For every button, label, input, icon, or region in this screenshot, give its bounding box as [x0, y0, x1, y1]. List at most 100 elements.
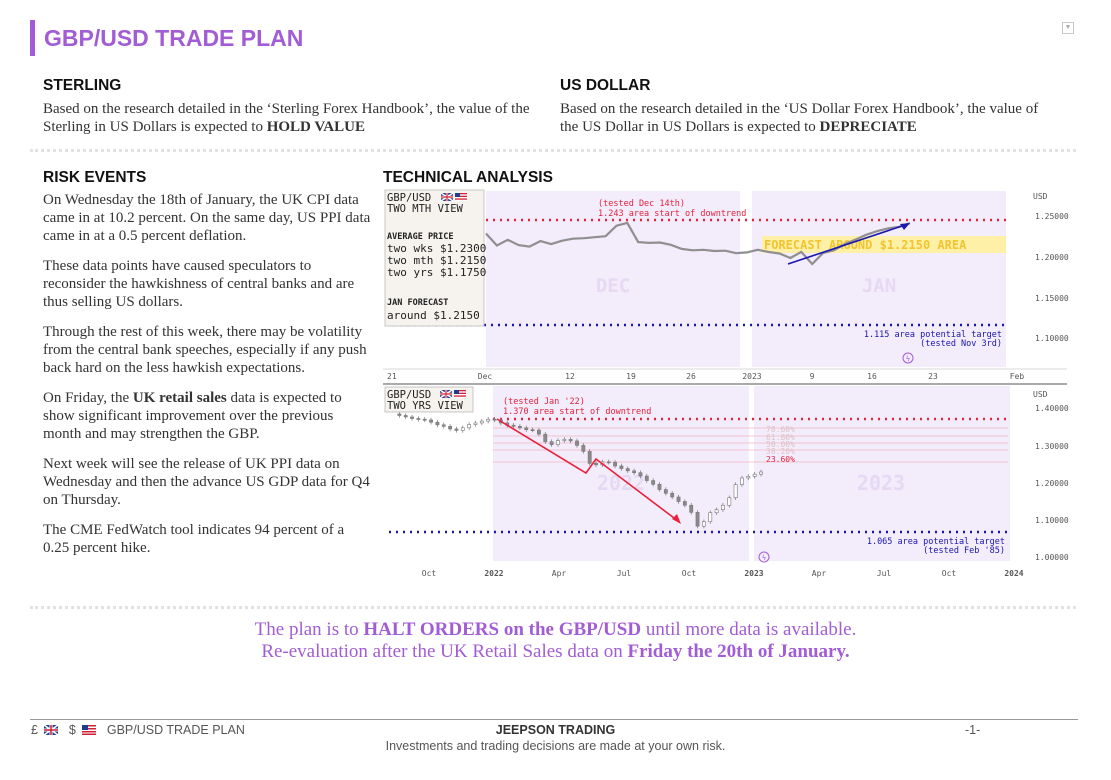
- footer-divider: [30, 719, 1078, 720]
- lightning-icon: [758, 551, 770, 563]
- candle-body: [632, 470, 637, 474]
- uptrend-arrow: [787, 223, 909, 265]
- year-label-2023: 2023: [857, 471, 905, 495]
- y-tick-1: 1.40000: [1035, 404, 1069, 413]
- downtrend-arrow-head: [672, 514, 681, 524]
- candle-body: [721, 504, 725, 511]
- x-tick-8: 16: [867, 372, 877, 381]
- usd-symbol: $: [68, 723, 76, 737]
- candle-body: [581, 445, 586, 452]
- x-tick-2: 2022: [484, 569, 503, 578]
- candle-body: [511, 424, 516, 427]
- target-note-1: 1.065 area potential target: [867, 537, 1005, 547]
- candle-body: [714, 509, 719, 514]
- candle-body: [625, 468, 630, 472]
- uk-flag-icon: [440, 192, 454, 202]
- candle-body: [682, 501, 687, 506]
- candle-body: [467, 424, 472, 429]
- x-tick-3: 12: [565, 372, 575, 381]
- candle-body: [670, 492, 675, 498]
- candle-body: [537, 429, 541, 435]
- candle-body: [543, 433, 548, 442]
- us-flag-icon: [82, 725, 97, 735]
- candle-body: [473, 422, 478, 425]
- lightning-icon: [902, 352, 914, 364]
- plan-line-1: The plan is to HALT ORDERS on the GBP/US…: [254, 619, 857, 640]
- footer-title: GBP/USD TRADE PLAN: [106, 723, 245, 737]
- y-tick-2: 1.30000: [1035, 442, 1069, 451]
- y-tick-3: 1.15000: [1035, 294, 1069, 303]
- lightning-glyph: ϟ: [906, 355, 910, 363]
- sterling-heading: STERLING: [43, 77, 122, 94]
- risk-heading: RISK EVENTS: [43, 169, 147, 186]
- target-note-2: (tested Nov 3rd): [920, 339, 1002, 349]
- fib-label-4: 38.20%: [766, 447, 795, 456]
- uptrend-arrow-head: [900, 223, 910, 230]
- avg-two-weeks: two wks $1.2300: [387, 242, 486, 255]
- y-tick-3: 1.20000: [1035, 479, 1069, 488]
- x-tick-1: Oct: [422, 569, 437, 578]
- candle-body: [613, 461, 617, 467]
- candle-body: [746, 476, 751, 479]
- y-tick-4: 1.10000: [1035, 516, 1069, 525]
- avg-two-years: two yrs $1.1750: [387, 266, 486, 279]
- candle-body: [752, 473, 757, 477]
- candle-body: [689, 504, 694, 513]
- x-tick-6: 2023: [742, 372, 761, 381]
- candle-body: [657, 483, 662, 490]
- candle-body: [403, 415, 408, 418]
- fib-label-2: 61.80%: [766, 433, 795, 442]
- target-note-2: (tested Feb '85): [923, 546, 1005, 556]
- x-tick-3: Apr: [552, 569, 567, 578]
- divider: [30, 149, 1076, 152]
- candle-body: [448, 426, 453, 430]
- candle-body: [429, 419, 433, 423]
- title-bar: GBP/USD TRADE PLAN: [30, 20, 303, 56]
- x-tick-8: Jul: [877, 569, 892, 578]
- x-tick-5: 26: [686, 372, 696, 381]
- x-tick-9: Oct: [942, 569, 957, 578]
- candle-body: [708, 512, 713, 522]
- candle-body: [606, 461, 611, 464]
- candle-body: [517, 426, 522, 429]
- x-tick-7: Apr: [812, 569, 827, 578]
- chart2-view: TWO YRS VIEW: [387, 400, 464, 412]
- risk-paragraph-6: The CME FedWatch tool indicates 94 perce…: [43, 522, 345, 556]
- candle-body: [568, 439, 573, 442]
- resistance-note-1: (tested Dec 14th): [598, 199, 685, 209]
- x-tick-10: 2024: [1004, 569, 1023, 578]
- month-label-jan: JAN: [862, 275, 896, 297]
- x-tick-1: 21: [387, 372, 397, 381]
- plan-line-2: Re-evaluation after the UK Retail Sales …: [261, 641, 850, 662]
- forecast-value: around $1.2150: [387, 309, 480, 322]
- fib-label-1: 78.60%: [766, 425, 795, 434]
- y-tick-5: 1.00000: [1035, 553, 1069, 562]
- candle-body: [556, 440, 560, 445]
- candle-body: [460, 427, 465, 431]
- forecast-band: [762, 236, 1006, 253]
- collapse-icon[interactable]: ▼: [1062, 22, 1074, 34]
- candle-body: [695, 512, 700, 527]
- currency-label: USD: [1033, 192, 1048, 201]
- candle-body: [416, 418, 421, 420]
- candle-body: [486, 418, 491, 422]
- candle-body: [587, 451, 592, 464]
- candle-body: [740, 477, 744, 485]
- technical-heading: TECHNICAL ANALYSIS: [383, 169, 553, 186]
- footer-disclaimer: Investments and trading decisions are ma…: [385, 739, 726, 753]
- candle-body: [701, 521, 706, 527]
- us-flag-icon: [454, 390, 466, 398]
- chart2-pair: GBP/USD: [387, 389, 431, 401]
- usd-heading: US DOLLAR: [560, 77, 651, 94]
- gbp-symbol: £: [31, 723, 38, 737]
- usd-outlook: DEPRECIATE: [819, 119, 917, 135]
- candle-body: [759, 471, 763, 475]
- forecast-band-label: FORECAST AROUND $1.2150 AREA: [764, 238, 967, 252]
- downtrend-arrow: [496, 418, 679, 522]
- x-tick-7: 9: [810, 372, 815, 381]
- uk-flag-icon: [439, 389, 453, 399]
- candle-body: [663, 489, 668, 494]
- chart-two-month: DEC JAN FORECAST AROUND $1.2150 AREA (te…: [383, 188, 1073, 384]
- candle-body: [410, 416, 414, 419]
- resistance-note-1: (tested Jan '22): [503, 397, 585, 407]
